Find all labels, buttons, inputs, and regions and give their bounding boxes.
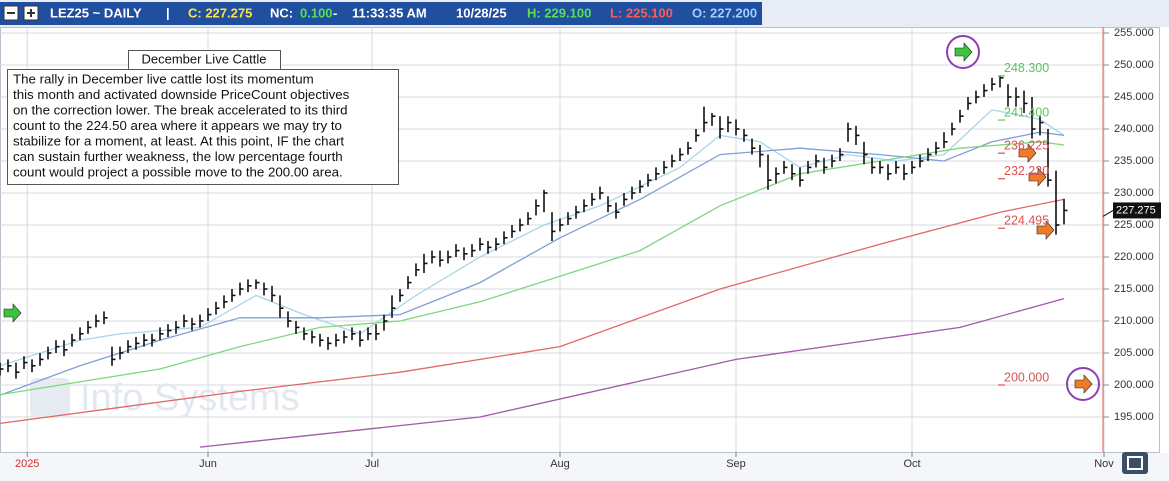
arrow — [1074, 374, 1093, 394]
net-change: 0.100 — [300, 5, 333, 20]
separator: | — [166, 5, 170, 20]
low: L: 225.100 — [610, 5, 673, 20]
y-tick-label: 200.000 — [1114, 379, 1154, 391]
commentary-line: this month and activated downside PriceC… — [13, 87, 350, 102]
x-tick-label: Nov — [1094, 458, 1114, 470]
y-tick-label: 205.000 — [1114, 347, 1154, 359]
level-label: 236.225 — [1004, 138, 1049, 152]
close: C: 227.275 — [188, 5, 252, 20]
y-tick-label: 255.000 — [1114, 27, 1154, 39]
last-price-pointer — [1102, 210, 1114, 217]
y-tick-label: 250.000 — [1114, 59, 1154, 71]
x-tick-label: Jul — [365, 458, 379, 470]
commentary-line: can sustain further weakness, the low pe… — [13, 149, 343, 164]
x-tick-label: Sep — [726, 458, 746, 470]
commentary-line: The rally in December live cattle lost i… — [13, 72, 314, 87]
time: 11:33:35 AM — [352, 5, 427, 20]
open: O: 227.200 — [692, 5, 757, 20]
y-tick-label: 235.000 — [1114, 155, 1154, 167]
high: H: 229.100 — [527, 5, 591, 20]
y-tick-label: 215.000 — [1114, 283, 1154, 295]
level-label: 248.300 — [1004, 61, 1049, 75]
y-tick-label: 195.000 — [1114, 411, 1154, 423]
level-label: 200.000 — [1004, 370, 1049, 384]
moving-average — [0, 131, 1065, 396]
y-tick-label: 245.000 — [1114, 91, 1154, 103]
moving-average — [0, 198, 1065, 425]
commentary-line: stabilize for a moment, at least. At thi… — [13, 134, 344, 149]
commentary-box — [7, 69, 399, 185]
arrow — [954, 42, 973, 62]
y-tick-label: 210.000 — [1114, 315, 1154, 327]
logo — [1122, 452, 1148, 474]
dash: - — [333, 5, 337, 20]
net-change-label: NC: — [270, 5, 293, 20]
x-axis-bg — [0, 453, 1169, 481]
level-label: 241.400 — [1004, 105, 1049, 119]
level-label: 224.495 — [1004, 214, 1049, 228]
commentary-line: count would project a possible move to t… — [13, 165, 343, 180]
arrow — [3, 303, 22, 323]
last-price-label: 227.275 — [1116, 204, 1156, 216]
date: 10/28/25 — [456, 5, 507, 20]
arrow — [1028, 167, 1047, 187]
toolbar — [0, 2, 762, 25]
y-tick-label: 220.000 — [1114, 251, 1154, 263]
x-tick-label: Oct — [903, 458, 920, 470]
x-tick-label: 2025 — [15, 458, 39, 470]
arrow — [1018, 143, 1037, 163]
commentary-line: on the correction lower. The break accel… — [13, 103, 348, 118]
logo-mark — [1127, 456, 1143, 470]
y-tick-label: 230.000 — [1114, 187, 1154, 199]
plot-frame — [0, 27, 1160, 453]
moving-average — [0, 141, 1065, 396]
symbol: LEZ25 ~ DAILY — [50, 5, 142, 20]
x-tick-label: Jun — [199, 458, 217, 470]
x-tick-label: Aug — [550, 458, 570, 470]
y-tick-label: 240.000 — [1114, 123, 1154, 135]
highlight-circle — [946, 35, 980, 69]
chart-title: December Live Cattle — [142, 51, 267, 66]
last-price-box — [1113, 202, 1161, 219]
moving-average — [199, 297, 1065, 448]
arrow — [1036, 220, 1055, 240]
level-label: 232.220 — [1004, 164, 1049, 178]
commentary-line: count to the 224.50 area where it appear… — [13, 118, 342, 133]
highlight-circle — [1066, 367, 1100, 401]
y-tick-label: 225.000 — [1114, 219, 1154, 231]
